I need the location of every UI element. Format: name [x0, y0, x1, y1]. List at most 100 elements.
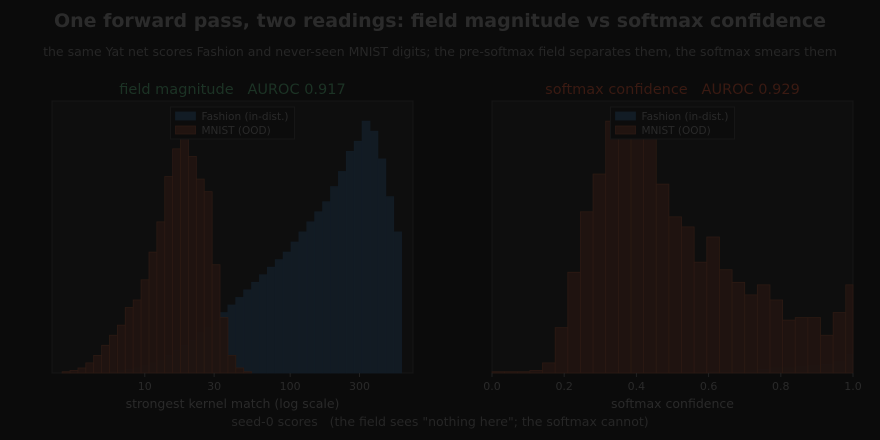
figure-title: One forward pass, two readings: field ma… — [53, 10, 827, 32]
fashion-bar — [353, 140, 363, 374]
mnist-bar — [109, 334, 118, 374]
mnist-bar — [643, 133, 657, 374]
fashion-bar — [314, 211, 324, 374]
mnist-bar — [706, 236, 720, 374]
mnist-bar — [693, 261, 708, 374]
mnist-bar — [782, 319, 796, 374]
mnist-bar — [542, 362, 556, 374]
mnist-bar — [592, 173, 607, 374]
fashion-bar — [282, 251, 292, 374]
x-axis-label: strongest kernel match (log scale) — [126, 396, 340, 411]
mnist-bar — [832, 312, 847, 374]
mnist-bar — [554, 327, 569, 374]
legend-swatch — [615, 111, 636, 121]
fashion-bar — [266, 266, 276, 374]
legend: Fashion (in-dist.) MNIST (OOD) — [170, 106, 295, 140]
fashion-bar — [298, 231, 308, 374]
mnist-bar — [491, 371, 506, 374]
mnist-bar — [211, 264, 221, 374]
x-tick-label: 0.6 — [700, 380, 718, 393]
mnist-bar — [529, 370, 543, 374]
mnist-bar — [681, 226, 695, 374]
mnist-bar — [195, 178, 205, 374]
x-tick-label: 10 — [138, 380, 152, 393]
legend-label: Fashion (in-dist.) — [202, 111, 289, 123]
mnist-bar — [794, 317, 809, 374]
mnist-bar — [504, 371, 518, 374]
fashion-bar — [345, 150, 355, 374]
mnist-bar — [580, 211, 594, 374]
panel-title-softmax-confidence: softmax confidence AUROC 0.929 — [545, 82, 800, 98]
mnist-bar — [655, 183, 670, 374]
fashion-bar — [274, 259, 284, 374]
mnist-bar — [124, 307, 134, 374]
mnist-bar — [93, 354, 103, 374]
mnist-bar — [203, 191, 213, 374]
fashion-bar — [338, 171, 347, 374]
mnist-bar — [219, 317, 229, 374]
mnist-bar — [227, 354, 237, 374]
panel-softmax-confidence: 0.0 0.2 0.4 0.6 0.8 1.0 softmax confidence Fash… — [483, 100, 862, 411]
fashion-bar — [259, 274, 268, 374]
fashion-bar — [330, 186, 339, 374]
mnist-bar — [605, 120, 619, 374]
mnist-bar — [61, 371, 71, 374]
x-tick-label: 1.0 — [844, 380, 862, 393]
mnist-bar — [132, 299, 142, 374]
mnist-bar — [156, 221, 166, 374]
mnist-bar — [769, 299, 784, 374]
mnist-bar — [243, 371, 252, 374]
mnist-bar — [188, 156, 197, 374]
mnist-bar — [807, 317, 821, 374]
legend: Fashion (in-dist.) MNIST (OOD) — [610, 106, 735, 140]
figure-footer: seed-0 scores (the field sees "nothing h… — [231, 414, 649, 429]
legend-label: Fashion (in-dist.) — [642, 111, 729, 123]
fashion-bar — [235, 297, 245, 374]
legend-swatch — [175, 125, 196, 135]
mnist-bar — [180, 120, 189, 374]
panel-field-magnitude: 10 30 100 300 strongest kernel match (log sc… — [51, 100, 414, 411]
mnist-bar — [140, 279, 150, 374]
fashion-bar — [385, 196, 395, 374]
mnist-bar — [668, 216, 682, 374]
fashion-bar — [306, 221, 316, 374]
mnist-bar — [116, 324, 126, 374]
x-axis-label: softmax confidence — [611, 396, 734, 411]
mnist-bar — [744, 294, 758, 374]
mnist-bar — [756, 284, 771, 374]
mnist-bar — [85, 362, 95, 374]
mnist-bar — [731, 281, 746, 374]
mnist-bar — [630, 130, 645, 374]
fashion-bar — [251, 281, 260, 374]
fashion-bar — [322, 201, 331, 374]
legend-label: MNIST (OOD) — [202, 125, 271, 137]
x-tick-label: 300 — [349, 380, 370, 393]
fashion-bar — [243, 289, 252, 374]
mnist-bar — [148, 251, 158, 374]
x-tick-label: 0.2 — [555, 380, 573, 393]
mnist-bar — [101, 344, 110, 374]
mnist-bar — [516, 371, 531, 374]
panel-title-field-magnitude: field magnitude AUROC 0.917 — [119, 82, 346, 98]
x-tick-label: 100 — [280, 380, 301, 393]
fashion-bar — [393, 231, 402, 374]
x-tick-label: 0.8 — [772, 380, 790, 393]
mnist-bar — [845, 284, 854, 374]
mnist-bar — [235, 367, 245, 374]
x-tick-label: 0.0 — [483, 380, 501, 393]
legend-label: MNIST (OOD) — [642, 125, 711, 137]
mnist-bar — [69, 370, 79, 374]
mnist-bar — [820, 334, 834, 374]
legend-swatch — [175, 111, 196, 121]
legend-swatch — [615, 125, 636, 135]
fashion-bar — [361, 120, 371, 374]
x-tick-label: 30 — [207, 380, 221, 393]
figure-subtitle: the same Yat net scores Fashion and neve… — [43, 44, 837, 59]
mnist-bar — [172, 148, 181, 374]
fashion-bar — [369, 130, 379, 374]
mnist-bar — [617, 125, 632, 374]
mnist-bar — [567, 271, 581, 374]
x-tick-label: 0.4 — [628, 380, 646, 393]
mnist-bar — [164, 176, 174, 374]
